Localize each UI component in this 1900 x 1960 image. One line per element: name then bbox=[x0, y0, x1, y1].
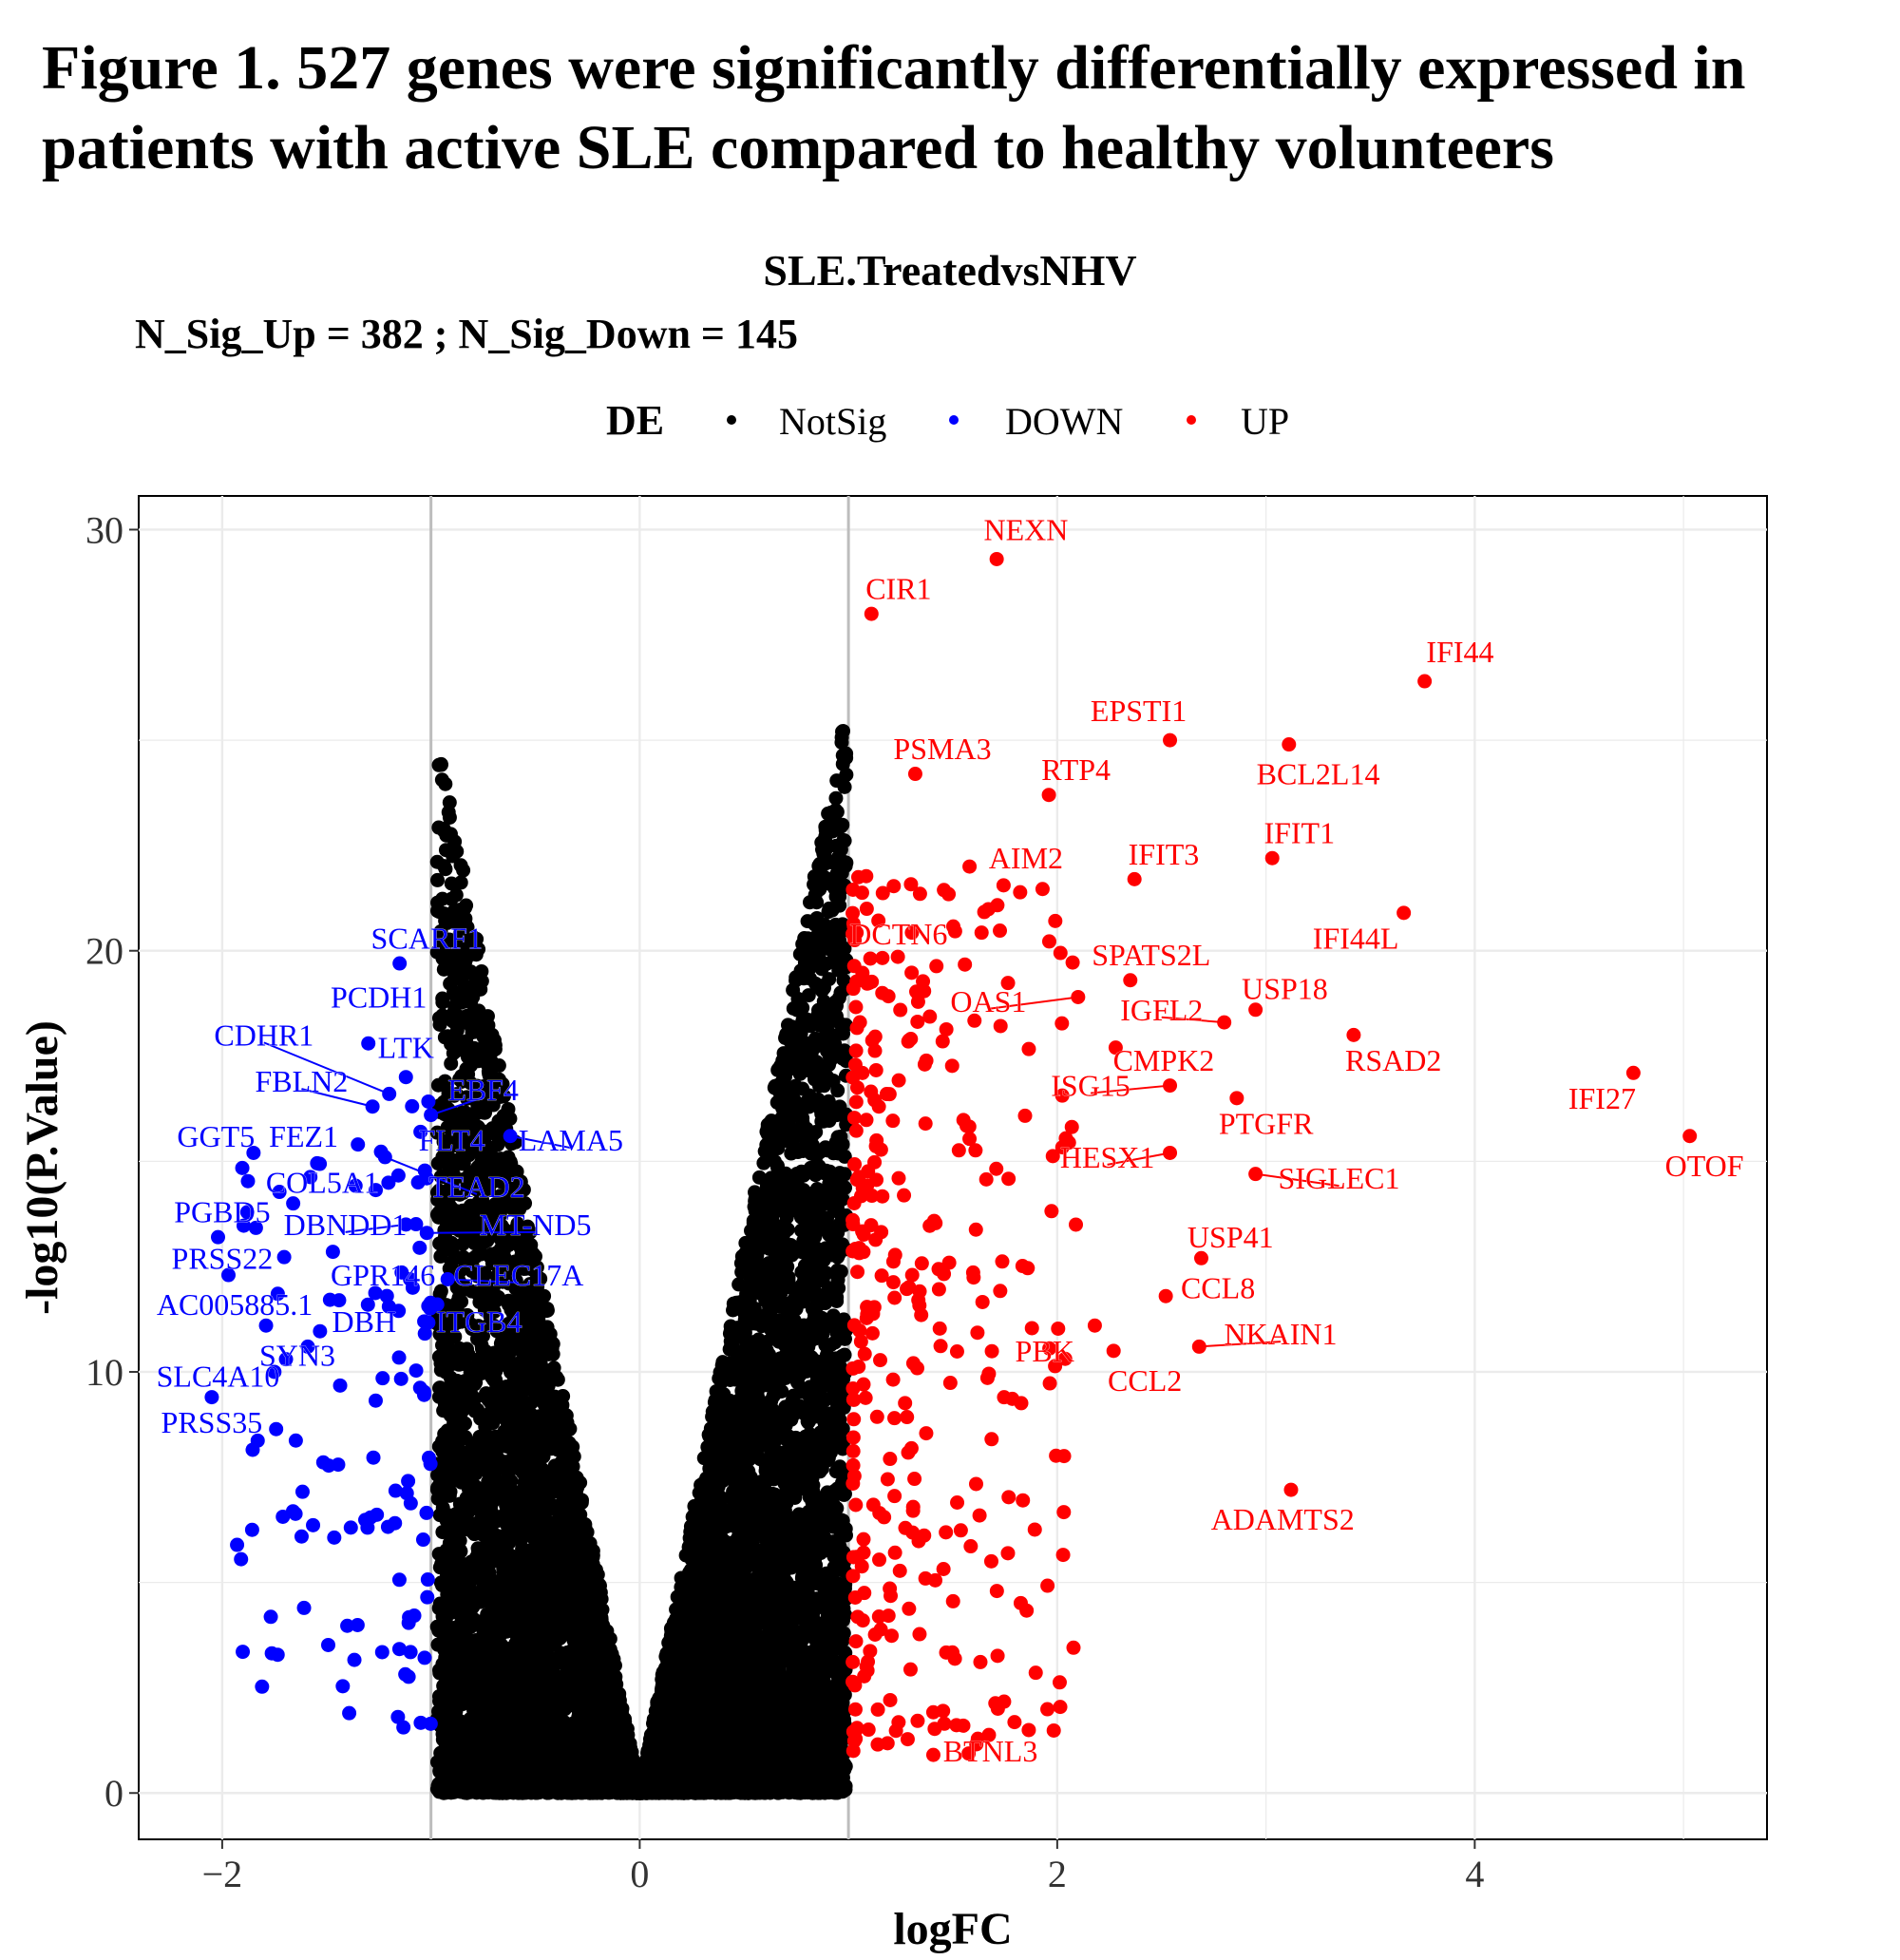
point-notsig bbox=[835, 1513, 850, 1529]
point-notsig bbox=[433, 757, 448, 772]
legend-label-notsig: NotSig bbox=[779, 400, 886, 443]
point-notsig bbox=[436, 961, 451, 977]
point-notsig bbox=[838, 1528, 853, 1543]
legend-label-down: DOWN bbox=[1005, 400, 1123, 443]
point-notsig bbox=[434, 772, 449, 788]
legend-key-down bbox=[949, 415, 959, 425]
point-notsig bbox=[801, 988, 816, 1003]
point-notsig bbox=[429, 1125, 445, 1140]
notsig-points bbox=[429, 723, 854, 1800]
point-notsig bbox=[786, 982, 801, 998]
plot-panel bbox=[138, 495, 1768, 1840]
legend-label-up: UP bbox=[1241, 400, 1289, 443]
legend: DE NotSig DOWN UP bbox=[606, 397, 1289, 444]
chart-title: SLE.TreatedvsNHV bbox=[763, 246, 1136, 295]
point-notsig bbox=[822, 972, 837, 987]
legend-key-up bbox=[1187, 415, 1196, 425]
grid-lines bbox=[139, 496, 1767, 1839]
legend-key-notsig bbox=[727, 415, 736, 425]
point-notsig bbox=[435, 891, 450, 906]
point-notsig bbox=[703, 1421, 718, 1437]
legend-title: DE bbox=[606, 397, 664, 444]
figure-title: Figure 1. 527 genes were significantly d… bbox=[42, 33, 1746, 182]
chart-subtitle: N_Sig_Up = 382 ; N_Sig_Down = 145 bbox=[135, 311, 798, 357]
point-notsig bbox=[442, 795, 457, 810]
